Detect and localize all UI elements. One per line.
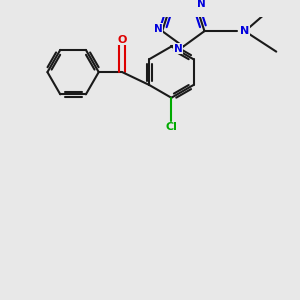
Text: N: N [240,26,249,36]
Text: N: N [174,44,183,54]
Text: N: N [154,24,162,34]
Text: N: N [197,0,206,9]
Text: O: O [118,35,127,45]
Text: Cl: Cl [165,122,177,132]
